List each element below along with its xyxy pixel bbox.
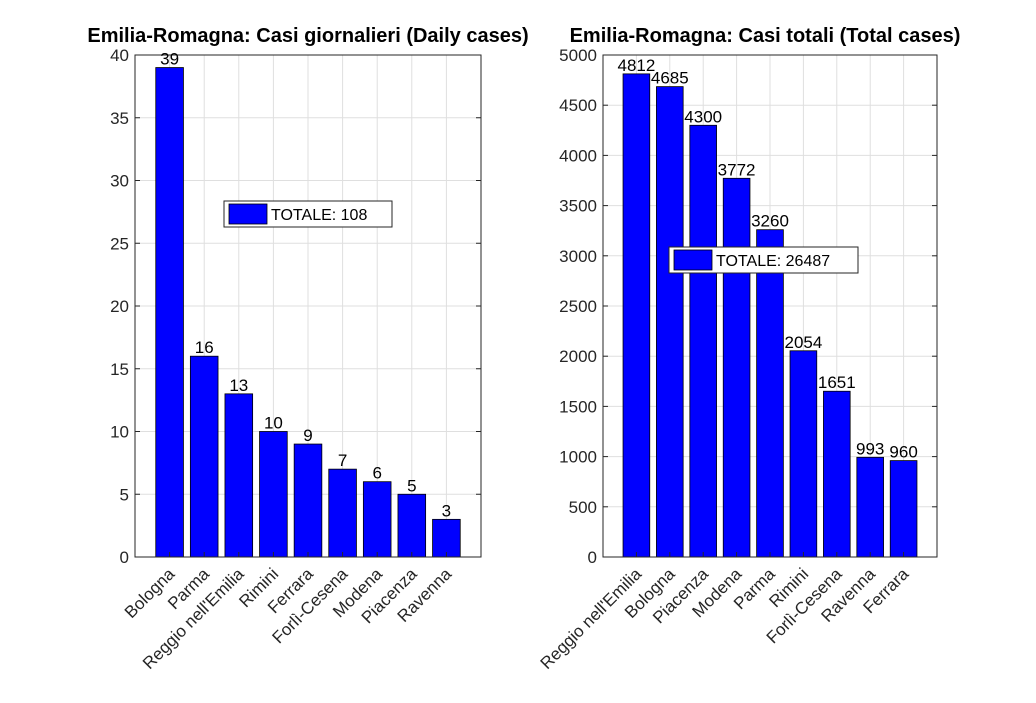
y-tick-label: 5 — [120, 485, 129, 504]
y-tick-label: 4000 — [559, 146, 597, 165]
data-label: 2054 — [784, 333, 822, 352]
bar — [656, 86, 684, 558]
y-tick-label: 25 — [110, 234, 129, 253]
data-label: 3 — [442, 501, 451, 520]
chart-total-cases: 0 500 1000 1500 2000 2500 3000 3500 4000 4500 5000… — [537, 25, 961, 673]
bar — [789, 350, 818, 558]
data-label: 7 — [338, 451, 347, 470]
bar — [362, 481, 392, 558]
bar — [432, 518, 461, 558]
data-label: 5 — [407, 476, 416, 495]
data-label: 6 — [372, 464, 381, 483]
bar — [328, 468, 357, 558]
data-label: 4812 — [617, 56, 655, 75]
data-label: 16 — [195, 338, 214, 357]
data-label: 3772 — [718, 160, 756, 179]
data-label: 3260 — [751, 212, 789, 231]
bar — [889, 460, 918, 558]
bar — [293, 443, 323, 558]
y-tick-label: 4500 — [559, 96, 597, 115]
bar — [397, 493, 427, 558]
data-label: 4300 — [684, 107, 722, 126]
y-tick-label: 10 — [110, 423, 129, 442]
chart-title: Emilia-Romagna: Casi totali (Total cases… — [570, 25, 961, 47]
legend: TOTALE: 26487 — [668, 246, 859, 274]
y-tick-label: 500 — [569, 498, 597, 517]
legend-label: TOTALE: 26487 — [716, 253, 830, 270]
y-tick-label: 1500 — [559, 397, 597, 416]
bar — [224, 393, 254, 558]
data-label: 4685 — [651, 69, 689, 88]
bar — [722, 177, 751, 558]
data-label: 993 — [856, 439, 884, 458]
bar — [155, 67, 184, 558]
y-tick-label: 15 — [110, 360, 129, 379]
legend-swatch — [673, 249, 713, 271]
chart-title: Emilia-Romagna: Casi giornalieri (Daily … — [87, 25, 528, 47]
data-label: 39 — [160, 50, 179, 69]
bar — [622, 73, 651, 558]
y-tick-label: 3500 — [559, 197, 597, 216]
x-tick-label: Reggio nell'Emilia — [537, 564, 646, 673]
y-tick-label: 30 — [110, 172, 129, 191]
y-tick-label: 0 — [120, 548, 129, 567]
data-label: 1651 — [818, 373, 856, 392]
bar — [756, 229, 784, 558]
y-tick-label: 40 — [110, 46, 129, 65]
bar — [689, 124, 717, 558]
data-label: 13 — [229, 376, 248, 395]
bar — [823, 390, 851, 558]
y-tick-label: 3000 — [559, 247, 597, 266]
bar — [259, 431, 288, 558]
y-tick-label: 20 — [110, 297, 129, 316]
y-tick-label: 1000 — [559, 448, 597, 467]
y-tick-label: 5000 — [559, 46, 597, 65]
data-label: 10 — [264, 414, 283, 433]
legend-label: TOTALE: 108 — [271, 207, 367, 224]
y-tick-label: 2500 — [559, 297, 597, 316]
legend: TOTALE: 108 — [223, 200, 393, 228]
y-tick-label: 2000 — [559, 347, 597, 366]
y-tick-label: 0 — [588, 548, 597, 567]
legend-swatch — [228, 203, 268, 225]
bar — [189, 355, 219, 558]
data-label: 9 — [303, 426, 312, 445]
bar — [856, 456, 884, 558]
y-tick-label: 35 — [110, 109, 129, 128]
data-label: 960 — [889, 443, 917, 462]
